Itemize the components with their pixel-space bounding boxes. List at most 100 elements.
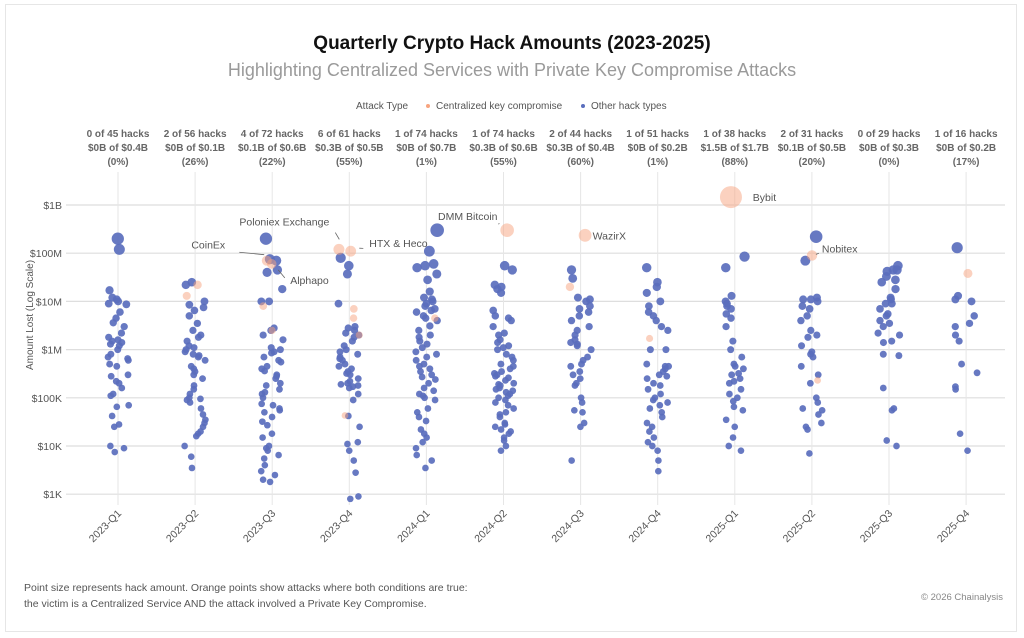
point-centralized-key-compromise: [341, 412, 349, 419]
point-other-hack: [502, 350, 510, 358]
point-other-hack: [354, 375, 362, 383]
x-tick-label: 2025-Q1: [704, 508, 741, 545]
point-other-hack: [492, 399, 499, 406]
point-other-hack: [107, 442, 114, 450]
point-other-hack: [797, 362, 805, 370]
point-centralized-key-compromise: [349, 305, 358, 313]
quarter-stat-hacks: 1 of 74 hacks: [395, 129, 458, 140]
point-other-hack: [113, 362, 121, 370]
point-other-hack: [261, 367, 269, 375]
point-other-hack: [261, 461, 269, 469]
point-other-hack: [662, 346, 670, 354]
point-other-hack: [883, 437, 891, 444]
quarter-stat-amount: $0.1B of $0.6B: [238, 143, 306, 154]
quarter-stat-pct: (60%): [567, 157, 594, 168]
point-other-hack: [335, 252, 346, 263]
point-other-hack: [879, 350, 887, 358]
point-other-hack: [496, 413, 504, 421]
point-centralized-key-compromise: [814, 376, 821, 384]
annotation-label: CoinEx: [191, 240, 226, 252]
quarter-stat-pct: (0%): [107, 157, 128, 168]
point-other-hack: [655, 467, 662, 475]
point-other-hack: [418, 344, 426, 352]
point-other-hack: [499, 344, 507, 352]
point-other-hack: [430, 223, 444, 237]
point-other-hack: [428, 297, 437, 306]
point-other-hack: [189, 326, 197, 335]
point-other-hack: [336, 348, 344, 356]
point-other-hack: [573, 342, 581, 350]
point-other-hack: [804, 333, 812, 341]
point-other-hack: [643, 375, 651, 383]
point-other-hack: [951, 242, 963, 254]
point-other-hack: [423, 245, 435, 257]
point-other-hack: [113, 243, 125, 255]
point-other-hack: [567, 316, 576, 325]
point-other-hack: [646, 346, 654, 354]
quarter-stat-amount: $0B of $0.3B: [859, 143, 919, 154]
point-other-hack: [739, 406, 747, 414]
point-other-hack: [879, 384, 887, 392]
point-other-hack: [885, 319, 894, 328]
point-other-hack: [269, 401, 277, 409]
annotation-label: WazirX: [593, 230, 626, 242]
quarter-stat-amount: $0B of $0.2B: [936, 143, 996, 154]
point-other-hack: [261, 408, 268, 416]
x-tick-label: 2023-Q3: [241, 508, 278, 545]
point-other-hack: [726, 390, 733, 398]
point-other-hack: [120, 444, 128, 452]
y-tick-label: $1K: [43, 489, 62, 501]
point-other-hack: [967, 297, 976, 306]
quarter-stat-pct: (55%): [336, 157, 363, 168]
point-other-hack: [259, 232, 273, 245]
point-other-hack: [892, 265, 902, 275]
point-other-hack: [809, 353, 817, 361]
point-other-hack: [576, 368, 584, 375]
point-other-hack: [656, 401, 664, 409]
point-other-hack: [578, 399, 586, 406]
point-other-hack: [276, 379, 284, 387]
quarter-stat-hacks: 0 of 45 hacks: [87, 129, 150, 140]
point-other-hack: [502, 376, 509, 384]
point-other-hack: [118, 384, 126, 392]
point-centralized-key-compromise: [268, 326, 276, 335]
point-other-hack: [420, 384, 428, 392]
point-other-hack: [106, 340, 115, 348]
point-other-hack: [655, 457, 662, 464]
point-other-hack: [888, 337, 896, 345]
point-other-hack: [259, 331, 267, 339]
x-tick-label: 2023-Q4: [318, 508, 355, 545]
quarter-stat-pct: (17%): [953, 157, 980, 168]
point-other-hack: [111, 232, 124, 245]
point-other-hack: [965, 319, 974, 328]
point-other-hack: [650, 379, 657, 387]
point-other-hack: [271, 471, 279, 479]
point-other-hack: [424, 405, 432, 412]
point-other-hack: [882, 312, 891, 320]
point-other-hack: [652, 316, 660, 325]
point-other-hack: [739, 365, 747, 373]
point-other-hack: [355, 493, 362, 500]
point-other-hack: [568, 457, 575, 464]
point-other-hack: [735, 370, 742, 377]
point-other-hack: [124, 371, 132, 379]
point-other-hack: [423, 434, 430, 441]
copyright: © 2026 Chainalysis: [921, 592, 1003, 603]
point-other-hack: [895, 331, 904, 339]
point-other-hack: [259, 476, 267, 483]
quarter-stat-hacks: 1 of 38 hacks: [703, 129, 766, 140]
point-other-hack: [425, 287, 434, 296]
x-tick-label: 2025-Q3: [858, 508, 895, 545]
point-other-hack: [264, 421, 271, 429]
y-tick-label: $100M: [30, 248, 62, 260]
annotation-label: Nobitex: [822, 243, 858, 255]
point-other-hack: [814, 371, 822, 379]
point-other-hack: [510, 405, 518, 412]
point-other-hack: [432, 269, 442, 279]
point-other-hack: [879, 322, 887, 331]
point-other-hack: [419, 438, 426, 446]
point-other-hack: [200, 297, 209, 306]
x-tick-label: 2024-Q3: [549, 508, 586, 545]
point-other-hack: [806, 450, 813, 457]
point-other-hack: [956, 430, 964, 438]
